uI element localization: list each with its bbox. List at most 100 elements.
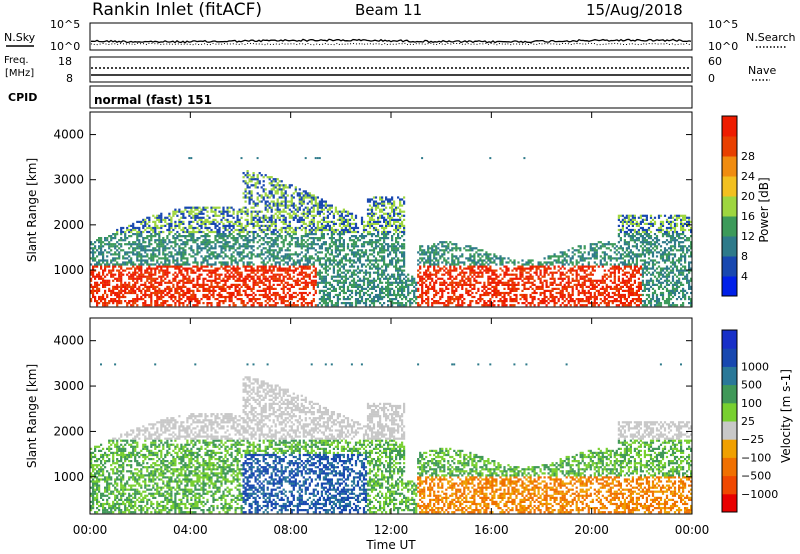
data-cell: [358, 255, 362, 258]
data-cell: [399, 202, 402, 205]
data-cell: [178, 251, 181, 254]
data-cell: [354, 251, 358, 254]
data-cell: [250, 253, 253, 256]
data-cell: [469, 300, 472, 303]
data-cell: [272, 202, 275, 205]
data-cell: [192, 265, 195, 268]
data-cell: [188, 214, 191, 217]
data-cell: [389, 200, 392, 203]
data-cell: [358, 239, 362, 242]
data-cell: [381, 295, 384, 299]
data-cell: [383, 249, 386, 252]
data-cell: [457, 304, 460, 307]
data-cell: [228, 273, 231, 276]
data-cell: [206, 218, 209, 221]
data-cell: [451, 291, 454, 295]
data-cell: [274, 192, 277, 195]
data-cell: [318, 281, 321, 284]
data-cell: [156, 300, 159, 303]
data-cell: [150, 269, 153, 272]
data-cell: [330, 210, 333, 213]
data-cell: [314, 204, 317, 207]
data-cell: [222, 233, 225, 236]
data-cell: [238, 208, 241, 211]
data-cell: [366, 255, 370, 258]
data-cell: [348, 259, 352, 262]
data-cell: [334, 210, 337, 213]
data-cell: [302, 287, 305, 290]
data-cell: [393, 210, 396, 213]
data-cell: [192, 269, 195, 272]
data-cell: [98, 253, 101, 256]
data-cell: [370, 281, 374, 284]
data-cell: [252, 291, 255, 295]
data-cell: [138, 247, 141, 250]
data-cell: [383, 271, 386, 274]
data-cell: [338, 214, 341, 217]
data-cell: [232, 210, 235, 213]
data-cell: [348, 224, 352, 227]
data-cell: [288, 241, 291, 244]
data-cell: [216, 206, 219, 209]
data-cell: [186, 241, 189, 244]
data-cell: [298, 287, 301, 290]
data-cell: [282, 298, 285, 301]
data-cell: [401, 220, 404, 223]
data-cell: [154, 241, 157, 244]
data-cell: [407, 273, 410, 276]
data-cell: [284, 235, 287, 238]
data-cell: [224, 289, 227, 292]
data-cell: [296, 261, 299, 264]
nsearch-label: N.Search: [746, 31, 796, 44]
data-cell: [100, 275, 103, 278]
data-cell: [258, 265, 261, 268]
data-cell: [312, 287, 315, 290]
data-cell: [254, 283, 257, 286]
data-cell: [441, 261, 444, 264]
data-cell: [282, 289, 285, 292]
data-cell: [254, 184, 257, 187]
data-cell: [383, 302, 386, 305]
data-cell: [122, 257, 125, 260]
data-cell: [172, 283, 175, 286]
data-cell: [280, 269, 283, 272]
data-cell: [451, 263, 454, 266]
data-cell: [318, 277, 321, 280]
data-cell: [220, 218, 223, 221]
data-cell: [232, 245, 235, 248]
data-cell: [134, 298, 137, 301]
data-cell: [208, 302, 211, 305]
data-cell: [276, 255, 279, 258]
data-cell: [104, 298, 107, 301]
data-cell: [238, 277, 241, 280]
data-cell: [194, 261, 197, 264]
data-cell: [274, 241, 277, 244]
data-cell: [399, 302, 402, 305]
data-cell: [256, 218, 259, 221]
nave-tick-top: 60: [708, 55, 722, 68]
data-cell: [326, 257, 329, 260]
data-cell: [395, 295, 398, 299]
data-cell: [290, 202, 293, 205]
data-cell: [314, 269, 317, 272]
data-cell: [282, 192, 285, 195]
data-cell: [236, 241, 239, 244]
data-cell: [224, 275, 227, 278]
data-cell: [328, 257, 331, 260]
data-cell: [387, 214, 390, 217]
data-cell: [198, 224, 201, 227]
data-cell: [174, 279, 177, 282]
data-cell: [150, 279, 153, 282]
data-cell: [92, 295, 95, 299]
data-cell: [226, 279, 229, 282]
data-cell: [290, 263, 293, 266]
data-cell: [94, 245, 97, 248]
data-cell: [140, 233, 143, 236]
data-cell: [391, 259, 394, 262]
data-cell: [216, 239, 219, 242]
data-cell: [280, 267, 283, 270]
data-cell: [282, 300, 285, 303]
data-cell: [332, 269, 335, 272]
data-cell: [140, 243, 143, 246]
data-cell: [168, 230, 171, 234]
